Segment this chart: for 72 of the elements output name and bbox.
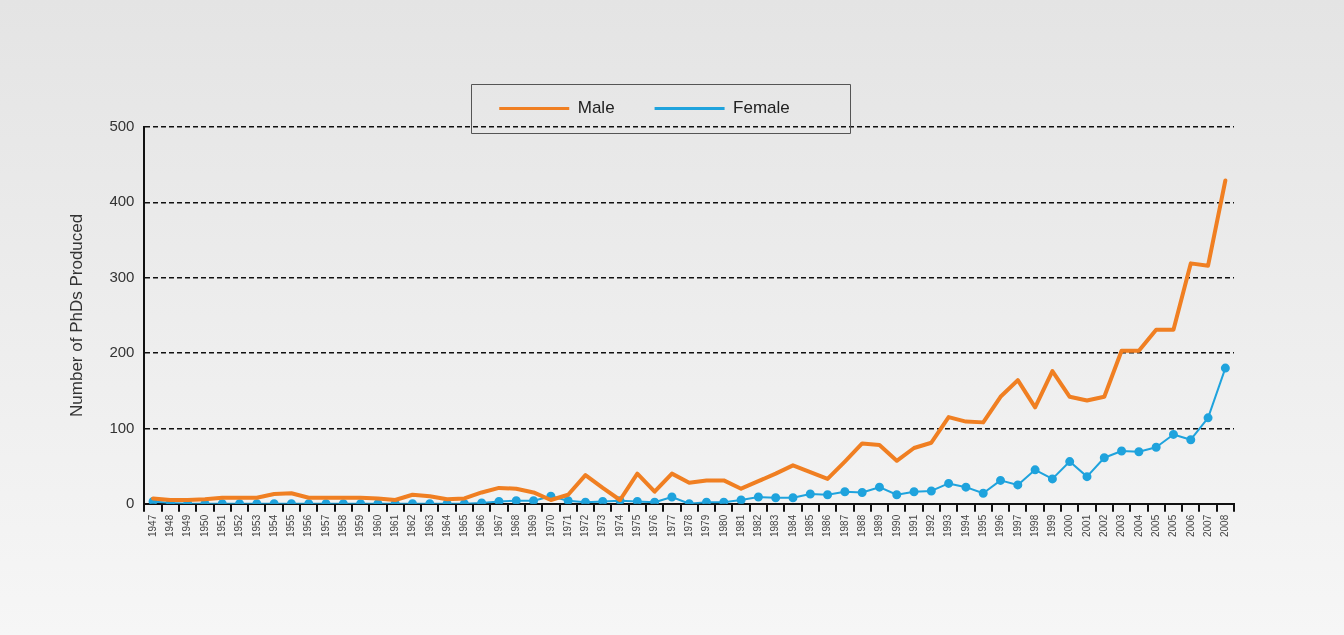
x-tick-label: 1993 xyxy=(942,514,954,537)
x-tick-label: 2007 xyxy=(1201,514,1213,537)
x-tick-label: 1950 xyxy=(198,514,210,537)
x-tick-label: 2000 xyxy=(1063,514,1075,537)
legend-label: Female xyxy=(733,98,790,118)
x-tick-label: 1976 xyxy=(648,514,660,537)
x-tick-label: 1995 xyxy=(976,514,988,537)
x-tick-label: 1974 xyxy=(613,514,625,537)
x-tick-label: 1966 xyxy=(475,514,487,537)
x-tick-label: 1978 xyxy=(682,514,694,537)
x-tick-label: 1969 xyxy=(527,514,539,537)
x-tick-label: 1951 xyxy=(216,514,227,537)
x-tick-label: 1964 xyxy=(440,514,452,537)
x-tick-label: 2002 xyxy=(1098,514,1110,537)
x-tick-label: 1975 xyxy=(631,514,643,537)
x-tick-label: 1984 xyxy=(786,514,798,537)
x-tick-label: 1961 xyxy=(388,514,400,537)
y-tick-label: 300 xyxy=(109,267,135,285)
x-tick-label: 1953 xyxy=(250,514,262,537)
x-tick-label: 1965 xyxy=(458,514,470,537)
x-tick-label: 1996 xyxy=(994,514,1006,537)
x-tick-label: 1977 xyxy=(665,514,677,537)
x-tick-label: 1959 xyxy=(354,514,366,537)
x-tick-label: 1986 xyxy=(821,514,833,537)
x-tick-label: 1963 xyxy=(423,514,435,537)
x-tick-label: 2006 xyxy=(1184,514,1196,537)
y-tick-label: 100 xyxy=(109,418,135,436)
legend-label: Male xyxy=(577,98,615,118)
x-tick-label: 1999 xyxy=(1046,514,1058,537)
x-tick-label: 1987 xyxy=(838,514,850,537)
x-tick-label: 1985 xyxy=(804,514,816,537)
x-tick-label: 1988 xyxy=(855,514,867,537)
x-tick-label: 1952 xyxy=(233,514,245,537)
y-tick-label: 500 xyxy=(109,117,135,135)
x-tick-label: 2001 xyxy=(1080,514,1092,537)
x-tick-label: 1971 xyxy=(561,514,573,537)
x-tick-label: 1991 xyxy=(907,514,919,537)
x-tick-label: 2005 xyxy=(1167,514,1179,537)
x-tick-label: 2004 xyxy=(1132,514,1144,537)
x-tick-label: 1962 xyxy=(406,514,418,537)
x-tick-label: 1983 xyxy=(769,514,781,537)
x-tick-label: 2005 xyxy=(1149,514,1161,537)
x-tick-label: 1960 xyxy=(371,514,383,537)
y-tick-label: 200 xyxy=(109,343,135,361)
x-tick-label: 1955 xyxy=(285,514,297,537)
x-tick-label: 1958 xyxy=(337,514,349,537)
x-tick-label: 1990 xyxy=(890,514,902,537)
x-tick-label: 1948 xyxy=(164,514,176,537)
x-tick-label: 1968 xyxy=(510,514,522,537)
x-tick-label: 1956 xyxy=(302,514,314,537)
x-tick-label: 1992 xyxy=(925,514,937,537)
x-tick-label: 1980 xyxy=(717,514,729,537)
y-axis-title: Number of PhDs Produced xyxy=(66,213,86,417)
x-tick-label: 1979 xyxy=(700,514,712,537)
x-tick-label: 1982 xyxy=(752,514,764,537)
x-tick-label: 2008 xyxy=(1219,514,1231,537)
x-tick-label: 2003 xyxy=(1115,514,1127,537)
x-tick-label: 1947 xyxy=(146,514,158,537)
x-tick-label: 1970 xyxy=(544,514,556,537)
x-tick-label: 1973 xyxy=(596,514,608,537)
x-tick-label: 1994 xyxy=(959,514,971,537)
x-tick-label: 1989 xyxy=(873,514,885,537)
y-tick-label: 0 xyxy=(126,493,135,511)
x-tick-label: 1949 xyxy=(181,514,193,537)
x-tick-label: 1998 xyxy=(1028,514,1040,537)
x-tick-label: 1954 xyxy=(267,514,279,537)
y-tick-label: 400 xyxy=(109,192,135,210)
x-tick-label: 1981 xyxy=(734,514,746,537)
x-tick-label: 1957 xyxy=(319,514,331,537)
x-tick-label: 1997 xyxy=(1011,514,1023,537)
x-tick-label: 1972 xyxy=(579,514,591,537)
x-tick-label: 1967 xyxy=(492,514,504,537)
